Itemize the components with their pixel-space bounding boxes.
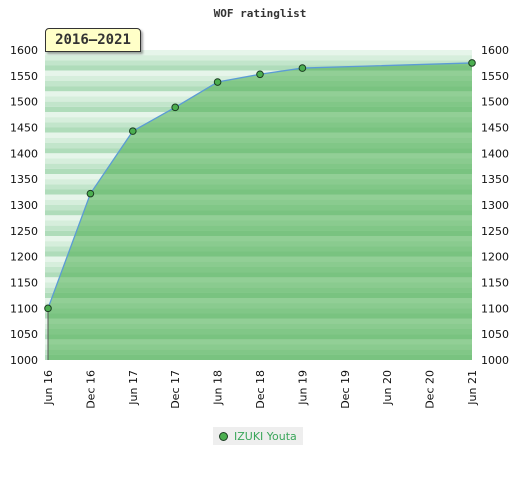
- y-tick-label-left: 1000: [10, 354, 38, 367]
- x-tick-label: Jun 20: [381, 370, 394, 406]
- y-tick-label-left: 1400: [10, 147, 38, 160]
- y-tick-label-left: 1550: [10, 70, 38, 83]
- y-tick-label-left: 1500: [10, 96, 38, 109]
- y-tick-label-right: 1100: [481, 302, 509, 315]
- data-point: [129, 127, 137, 135]
- y-tick-label-right: 1550: [481, 70, 509, 83]
- y-tick-label-left: 1450: [10, 122, 38, 135]
- legend-label: IZUKI Youta: [234, 429, 297, 443]
- x-tick-label: Jun 16: [42, 370, 55, 406]
- x-tick-label: Jun 21: [466, 370, 479, 406]
- data-point: [298, 64, 307, 72]
- x-tick-label: Dec 16: [84, 370, 97, 409]
- x-tick-label: Dec 20: [424, 370, 437, 409]
- y-tick-label-right: 1600: [481, 44, 509, 57]
- y-tick-label-right: 1150: [481, 277, 509, 290]
- y-tick-label-left: 1250: [10, 225, 38, 238]
- data-point: [44, 304, 52, 313]
- data-point: [256, 70, 264, 79]
- series-line: [47, 62, 473, 309]
- data-point: [86, 189, 95, 198]
- x-tick-label: Dec 17: [169, 370, 182, 409]
- plot-band: [45, 65, 472, 71]
- chart-title: WOF ratinglist: [214, 7, 307, 20]
- legend-marker-icon: [219, 431, 228, 441]
- series-area: [47, 62, 473, 361]
- plot-band: [45, 55, 472, 61]
- y-tick-label-right: 1200: [481, 251, 509, 264]
- y-tick-label-right: 1250: [481, 225, 509, 238]
- y-axis-left: 1000 1050 1100 1150 1200 1250 1300 1350 1400 1450…: [10, 44, 38, 367]
- y-tick-label-right: 1000: [481, 354, 509, 367]
- x-tick-label: Dec 18: [254, 370, 267, 409]
- period-label: 2016–2021: [45, 28, 141, 52]
- x-tick-label: Jun 17: [127, 370, 140, 406]
- y-tick-label-right: 1300: [481, 199, 509, 212]
- data-point: [213, 78, 222, 86]
- legend[interactable]: IZUKI Youta: [213, 427, 303, 445]
- x-axis: Jun 16 Dec 16 Jun 17 Dec 17 Jun 18 Dec 18 Jun …: [42, 370, 479, 409]
- y-tick-label-right: 1450: [481, 122, 509, 135]
- series-points: [44, 59, 476, 313]
- plot-band: [45, 60, 472, 66]
- y-tick-label-left: 1050: [10, 328, 38, 341]
- x-tick-label: Jun 18: [212, 370, 225, 406]
- y-axis-right: 1000 1050 1100 1150 1200 1250 1300 1350 1400 1450…: [481, 44, 509, 367]
- y-tick-label-right: 1050: [481, 328, 509, 341]
- y-tick-label-left: 1100: [10, 302, 38, 315]
- y-tick-label-left: 1600: [10, 44, 38, 57]
- y-tick-label-left: 1350: [10, 173, 38, 186]
- series-area-fill: [48, 62, 472, 361]
- y-tick-label-left: 1200: [10, 251, 38, 264]
- data-point: [171, 103, 179, 112]
- y-tick-label-right: 1400: [481, 147, 509, 160]
- y-tick-label-right: 1500: [481, 96, 509, 109]
- y-tick-label-left: 1150: [10, 277, 38, 290]
- y-tick-label-left: 1300: [10, 199, 38, 212]
- x-tick-label: Jun 19: [296, 370, 309, 406]
- y-tick-label-right: 1350: [481, 173, 509, 186]
- plot-band: [45, 50, 472, 56]
- data-point: [468, 59, 476, 67]
- x-tick-label: Dec 19: [339, 370, 352, 409]
